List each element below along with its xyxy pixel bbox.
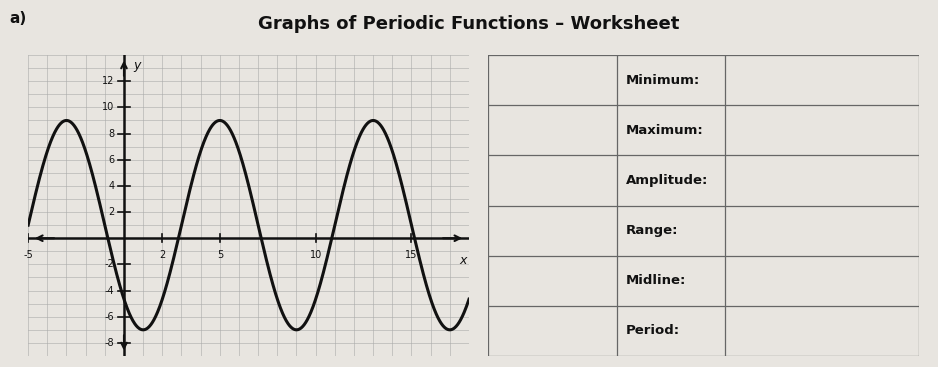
Text: 8: 8	[108, 128, 114, 139]
Text: 2: 2	[159, 250, 165, 260]
Text: 10: 10	[310, 250, 322, 260]
Text: -5: -5	[23, 250, 33, 260]
Text: 12: 12	[102, 76, 114, 86]
Text: a): a)	[9, 11, 26, 26]
Text: -8: -8	[105, 338, 114, 348]
Text: y: y	[133, 59, 141, 72]
Text: Minimum:: Minimum:	[626, 74, 700, 87]
Text: 5: 5	[217, 250, 223, 260]
Text: 4: 4	[108, 181, 114, 191]
Text: 2: 2	[108, 207, 114, 217]
Text: Midline:: Midline:	[626, 274, 687, 287]
Text: 15: 15	[405, 250, 417, 260]
Text: Maximum:: Maximum:	[626, 124, 704, 137]
Text: -6: -6	[105, 312, 114, 322]
Text: Period:: Period:	[626, 324, 680, 337]
Text: x: x	[460, 254, 467, 267]
Text: 6: 6	[108, 155, 114, 165]
Text: -2: -2	[105, 259, 114, 269]
Text: -4: -4	[105, 286, 114, 295]
Text: 10: 10	[102, 102, 114, 112]
Text: Amplitude:: Amplitude:	[626, 174, 708, 187]
Text: Graphs of Periodic Functions – Worksheet: Graphs of Periodic Functions – Worksheet	[258, 15, 680, 33]
Text: Range:: Range:	[626, 224, 678, 237]
